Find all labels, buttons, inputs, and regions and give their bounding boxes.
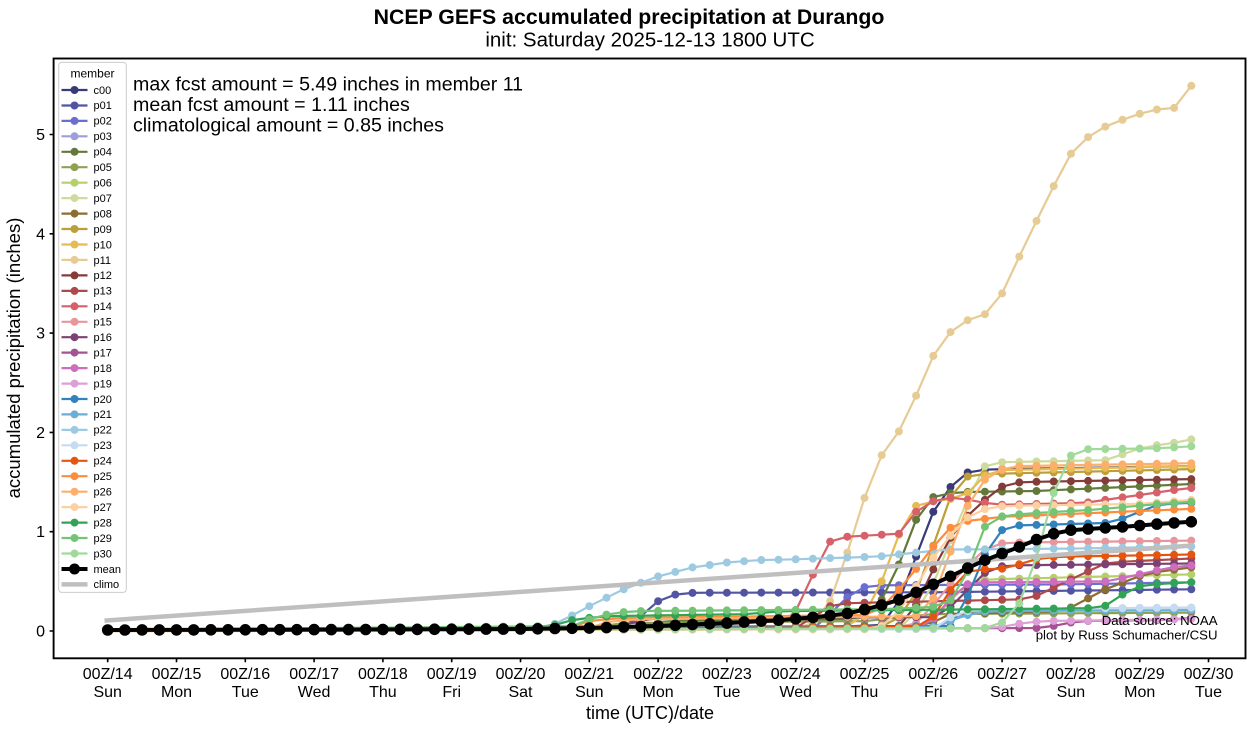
svg-text:00Z/20: 00Z/20 xyxy=(496,666,546,683)
svg-text:00Z/16: 00Z/16 xyxy=(220,666,270,683)
svg-text:p20: p20 xyxy=(94,394,112,406)
svg-text:Tue: Tue xyxy=(713,684,740,701)
svg-text:Tue: Tue xyxy=(232,684,259,701)
svg-text:p04: p04 xyxy=(94,147,112,159)
svg-text:Tue: Tue xyxy=(1195,684,1222,701)
svg-text:Mon: Mon xyxy=(1124,684,1155,701)
svg-text:c00: c00 xyxy=(94,85,112,97)
svg-text:plot by Russ Schumacher/CSU: plot by Russ Schumacher/CSU xyxy=(1036,628,1218,643)
svg-text:climo: climo xyxy=(94,579,120,591)
svg-text:00Z/24: 00Z/24 xyxy=(771,666,821,683)
svg-text:Mon: Mon xyxy=(161,684,192,701)
svg-text:p11: p11 xyxy=(94,255,112,267)
svg-text:p27: p27 xyxy=(94,502,112,514)
svg-text:Thu: Thu xyxy=(851,684,879,701)
svg-text:1: 1 xyxy=(36,524,45,541)
svg-text:Wed: Wed xyxy=(298,684,331,701)
svg-text:p26: p26 xyxy=(94,487,112,499)
svg-text:00Z/19: 00Z/19 xyxy=(427,666,477,683)
svg-text:accumulated precipitation (inc: accumulated precipitation (inches) xyxy=(3,218,24,499)
svg-text:Sun: Sun xyxy=(93,684,121,701)
svg-text:p18: p18 xyxy=(94,363,112,375)
svg-text:00Z/26: 00Z/26 xyxy=(908,666,958,683)
svg-text:mean fcst amount = 1.11 inches: mean fcst amount = 1.11 inches xyxy=(133,94,410,116)
svg-text:p06: p06 xyxy=(94,178,112,190)
svg-text:max fcst amount = 5.49 inches: max fcst amount = 5.49 inches in member … xyxy=(133,74,523,96)
svg-text:00Z/29: 00Z/29 xyxy=(1115,666,1165,683)
svg-text:p10: p10 xyxy=(94,239,112,251)
svg-text:p13: p13 xyxy=(94,286,112,298)
svg-text:p09: p09 xyxy=(94,224,112,236)
svg-text:p28: p28 xyxy=(94,517,112,529)
svg-text:p19: p19 xyxy=(94,378,112,390)
svg-text:NCEP GEFS accumulated precipit: NCEP GEFS accumulated precipitation at D… xyxy=(374,5,885,29)
svg-text:3: 3 xyxy=(36,326,45,343)
svg-text:p17: p17 xyxy=(94,347,112,359)
svg-text:p08: p08 xyxy=(94,208,112,220)
svg-text:Mon: Mon xyxy=(643,684,674,701)
svg-text:Sat: Sat xyxy=(990,684,1015,701)
svg-text:p16: p16 xyxy=(94,332,112,344)
svg-text:Fri: Fri xyxy=(442,684,461,701)
svg-text:00Z/28: 00Z/28 xyxy=(1046,666,1096,683)
svg-text:Sun: Sun xyxy=(1057,684,1085,701)
svg-text:p21: p21 xyxy=(94,409,112,421)
svg-text:p02: p02 xyxy=(94,116,112,128)
svg-text:Sat: Sat xyxy=(508,684,533,701)
svg-text:Thu: Thu xyxy=(369,684,397,701)
svg-text:member: member xyxy=(70,67,114,81)
svg-text:00Z/17: 00Z/17 xyxy=(289,666,339,683)
svg-text:Fri: Fri xyxy=(924,684,943,701)
svg-text:00Z/14: 00Z/14 xyxy=(83,666,133,683)
svg-text:00Z/22: 00Z/22 xyxy=(633,666,683,683)
svg-text:00Z/21: 00Z/21 xyxy=(564,666,614,683)
svg-text:p05: p05 xyxy=(94,162,112,174)
svg-text:p23: p23 xyxy=(94,440,112,452)
svg-text:p07: p07 xyxy=(94,193,112,205)
svg-text:time (UTC)/date: time (UTC)/date xyxy=(586,703,714,723)
svg-text:00Z/23: 00Z/23 xyxy=(702,666,752,683)
svg-text:00Z/18: 00Z/18 xyxy=(358,666,408,683)
svg-text:0: 0 xyxy=(36,624,45,641)
svg-text:5: 5 xyxy=(36,127,45,144)
svg-text:Sun: Sun xyxy=(575,684,603,701)
svg-text:00Z/30: 00Z/30 xyxy=(1184,666,1234,683)
svg-text:4: 4 xyxy=(36,226,45,243)
svg-text:p01: p01 xyxy=(94,100,112,112)
svg-text:p29: p29 xyxy=(94,533,112,545)
svg-text:p14: p14 xyxy=(94,301,112,313)
svg-text:p30: p30 xyxy=(94,548,112,560)
svg-text:Wed: Wed xyxy=(779,684,812,701)
svg-text:mean: mean xyxy=(94,564,122,576)
svg-text:p24: p24 xyxy=(94,456,112,468)
svg-text:p03: p03 xyxy=(94,131,112,143)
svg-text:00Z/27: 00Z/27 xyxy=(977,666,1027,683)
svg-text:2: 2 xyxy=(36,425,45,442)
svg-text:p22: p22 xyxy=(94,425,112,437)
svg-text:Data source: NOAA: Data source: NOAA xyxy=(1102,613,1218,628)
svg-text:p25: p25 xyxy=(94,471,112,483)
svg-text:00Z/25: 00Z/25 xyxy=(840,666,890,683)
svg-text:p15: p15 xyxy=(94,317,112,329)
svg-text:climatological amount = 0.85 i: climatological amount = 0.85 inches xyxy=(133,114,444,136)
svg-text:p12: p12 xyxy=(94,270,112,282)
svg-text:00Z/15: 00Z/15 xyxy=(152,666,202,683)
svg-text:init: Saturday 2025-12-13 1800: init: Saturday 2025-12-13 1800 UTC xyxy=(485,29,815,52)
